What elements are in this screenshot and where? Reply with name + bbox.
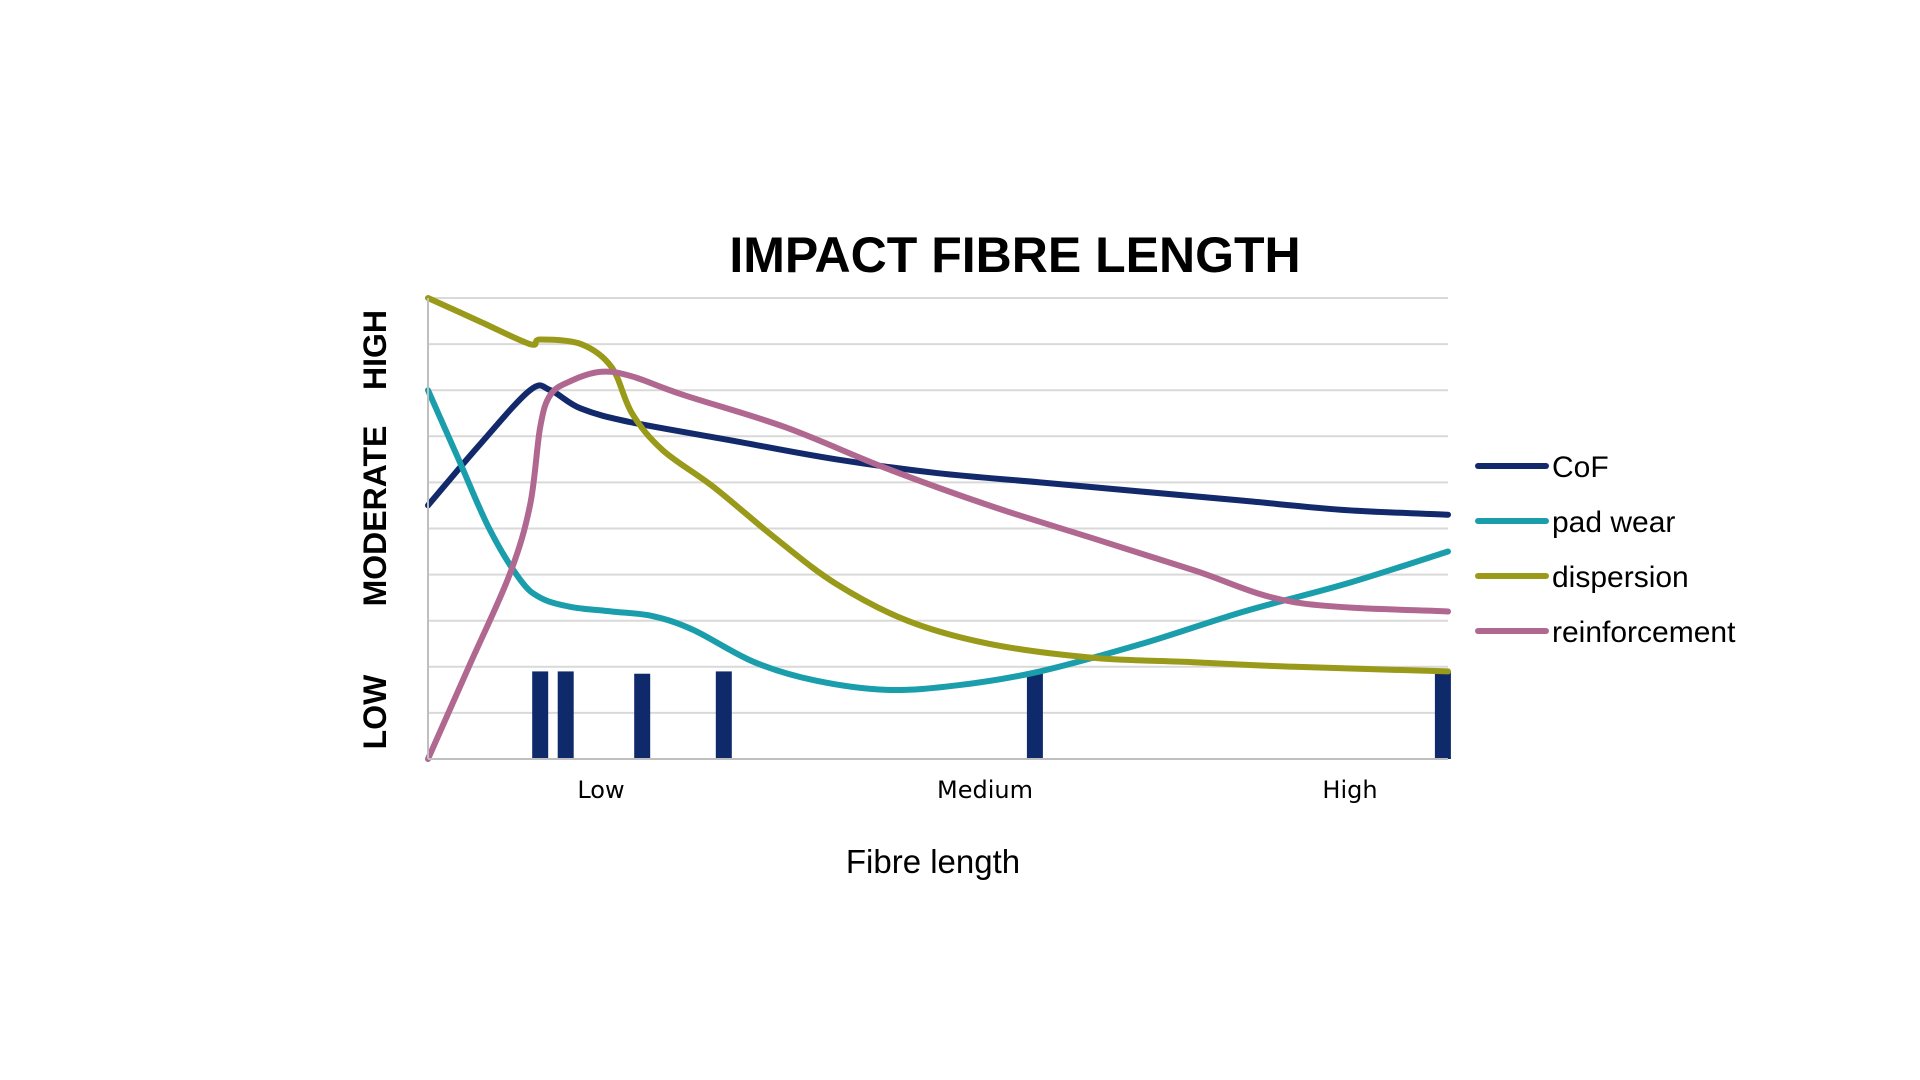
bar <box>532 671 549 759</box>
bar <box>1026 671 1043 759</box>
x-tick-medium: Medium <box>937 776 1033 804</box>
bar <box>634 673 651 759</box>
x-axis-label: Fibre length <box>846 843 1020 880</box>
x-tick-high: High <box>1322 776 1377 804</box>
x-tick-low: Low <box>577 776 624 804</box>
gridlines <box>428 297 1448 714</box>
series-line-pad-wear <box>425 387 1451 694</box>
bars <box>532 671 1451 759</box>
bar <box>1434 671 1451 759</box>
series-line-cof <box>425 382 1451 518</box>
legend: CoF pad wear dispersion reinforcement <box>1475 451 1736 649</box>
series-lines <box>425 295 1451 762</box>
series-line-reinforcement <box>425 368 1451 762</box>
legend-label-cof: CoF <box>1552 451 1609 484</box>
bar <box>557 671 574 759</box>
y-band-moderate: MODERATE <box>357 426 393 607</box>
legend-label-dispersion: dispersion <box>1552 561 1689 594</box>
axes <box>427 298 1448 760</box>
legend-label-pad-wear: pad wear <box>1552 506 1675 539</box>
chart-title: IMPACT FIBRE LENGTH <box>729 227 1300 283</box>
y-band-high: HIGH <box>357 310 393 390</box>
y-band-low: LOW <box>357 674 393 749</box>
bar <box>715 671 732 759</box>
series-line-dispersion <box>425 295 1451 675</box>
legend-label-reinforcement: reinforcement <box>1552 616 1736 649</box>
